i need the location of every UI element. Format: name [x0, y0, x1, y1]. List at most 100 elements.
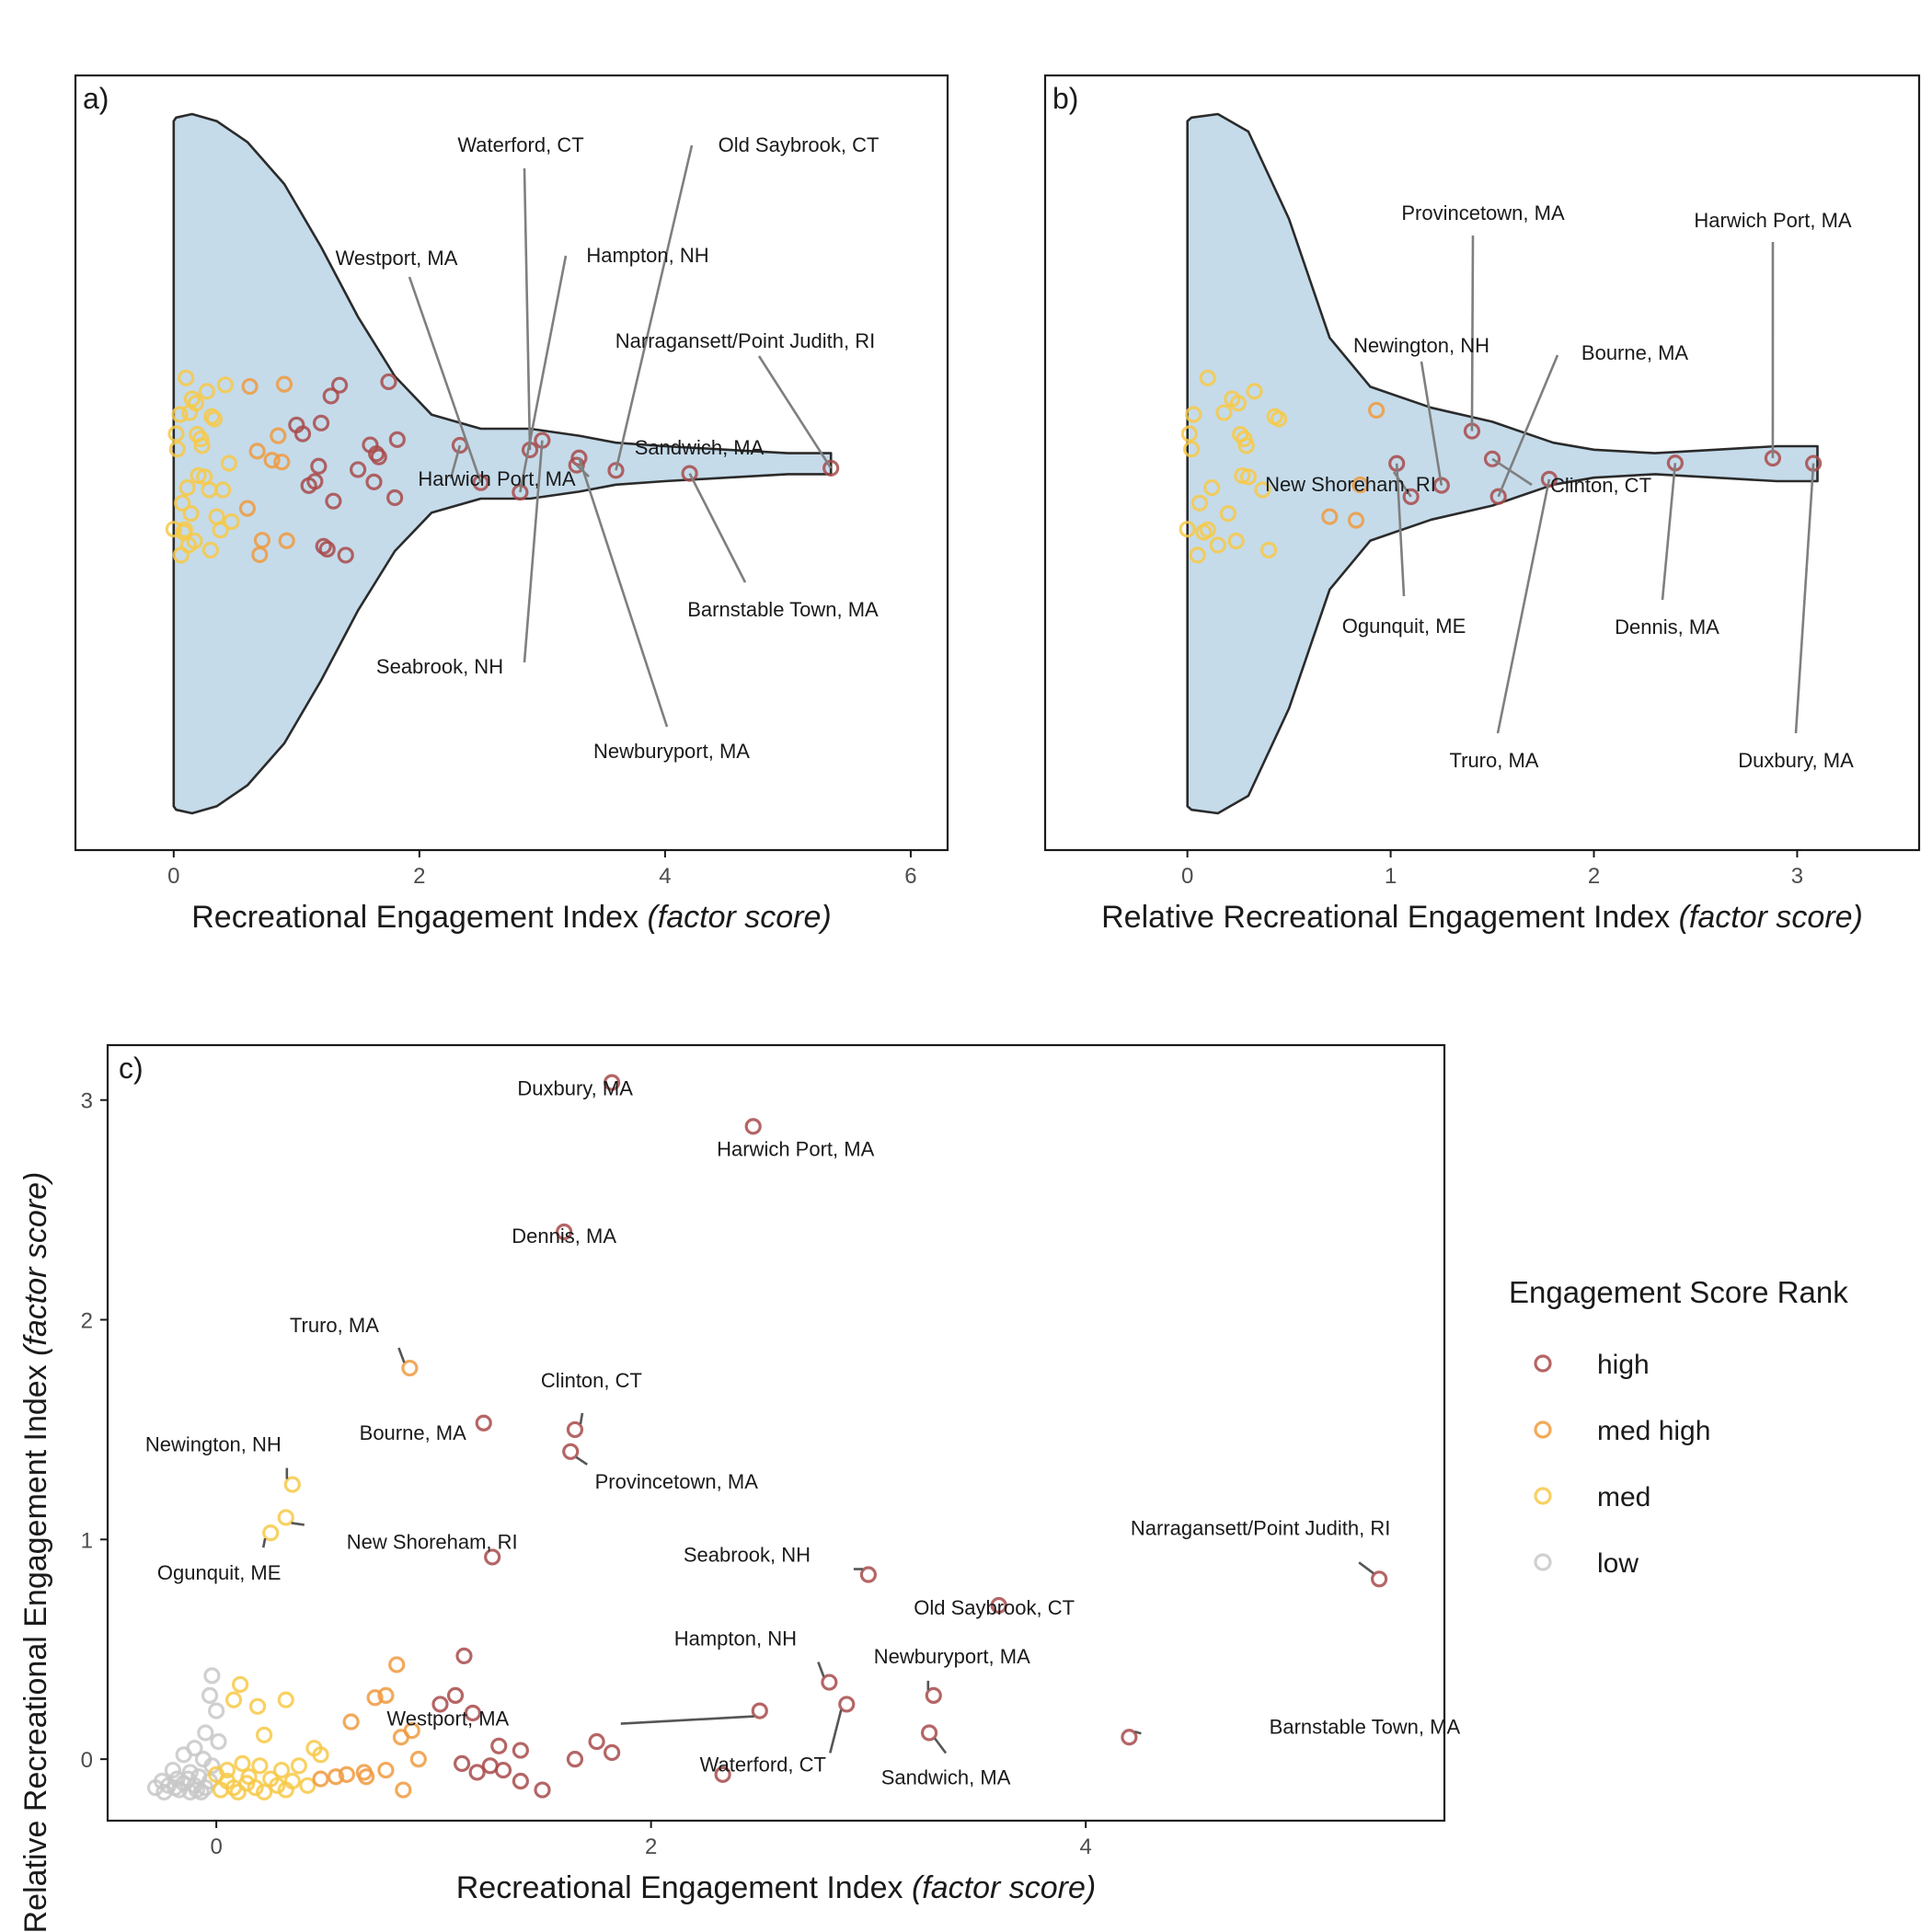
- data-point: [275, 375, 293, 393]
- data-point: [218, 1772, 236, 1790]
- point-label: Newington, NH: [145, 1433, 282, 1456]
- point-label: Ogunquit, ME: [1342, 615, 1466, 638]
- x-axis-title: Recreational Engagement Index (factor sc…: [191, 900, 831, 935]
- label-leader-line: [1470, 235, 1475, 431]
- data-point: [1203, 479, 1221, 497]
- label-leader-line: [615, 144, 694, 471]
- data-point: [208, 1702, 225, 1719]
- label-leader-line: [1794, 463, 1815, 734]
- point-label: Duxbury, MA: [517, 1077, 633, 1100]
- data-point: [566, 1420, 584, 1439]
- data-point: [277, 1509, 294, 1526]
- data-point: [455, 1647, 473, 1664]
- legend: Engagement Score Rank high med high med low: [1509, 1275, 1848, 1579]
- data-point: [388, 431, 406, 448]
- data-point: [821, 1673, 838, 1691]
- data-point: [744, 1118, 762, 1135]
- data-point: [270, 427, 287, 444]
- data-point: [365, 473, 383, 490]
- point-label: Westport, MA: [336, 247, 458, 270]
- point-label: Newburyport, MA: [874, 1645, 1030, 1668]
- data-point: [562, 1443, 580, 1460]
- data-point: [472, 474, 489, 491]
- data-point: [203, 1757, 221, 1775]
- point-label: Truro, MA: [290, 1314, 379, 1337]
- data-point: [256, 1783, 273, 1801]
- data-point: [338, 1765, 355, 1783]
- point-label: Narragansett/Point Judith, RI: [615, 329, 875, 352]
- panel-tag: a): [83, 82, 109, 115]
- data-point: [238, 1775, 256, 1792]
- data-point: [167, 1779, 184, 1797]
- data-point: [188, 1781, 205, 1799]
- point-label: Dennis, MA: [512, 1225, 616, 1248]
- label-leader-line: [1358, 1561, 1374, 1575]
- label-leader-line: [1420, 361, 1443, 486]
- panel-tag: b): [1052, 82, 1078, 115]
- point-label: Westport, MA: [386, 1708, 509, 1731]
- data-point: [1229, 395, 1247, 412]
- data-point: [1246, 383, 1263, 400]
- data-point: [179, 1770, 197, 1788]
- data-point: [248, 1697, 267, 1715]
- data-point: [1215, 404, 1233, 421]
- data-point: [1270, 410, 1288, 428]
- data-point: [186, 532, 203, 550]
- data-point: [262, 1524, 280, 1542]
- data-point: [263, 452, 281, 469]
- label-leader-line: [575, 1455, 588, 1466]
- legend-item-label: med high: [1597, 1416, 1710, 1446]
- point-label: Harwich Port, MA: [418, 467, 575, 490]
- data-point: [192, 430, 210, 448]
- point-label: Clinton, CT: [541, 1369, 642, 1392]
- point-label: Sandwich, MA: [635, 436, 765, 459]
- data-point: [212, 522, 229, 539]
- data-point: [277, 1691, 294, 1708]
- data-point: [165, 521, 182, 538]
- data-point: [920, 1724, 938, 1742]
- data-point: [197, 1779, 214, 1797]
- data-point: [556, 1223, 573, 1241]
- data-point: [392, 1729, 410, 1746]
- data-point: [306, 473, 324, 490]
- data-point: [1402, 488, 1420, 505]
- point-label: Truro, MA: [1450, 749, 1539, 772]
- data-point: [380, 373, 397, 391]
- y-axis-title: Relative Recreational Engagement Index (…: [18, 1172, 53, 1932]
- data-point: [377, 1761, 395, 1779]
- data-point: [494, 1761, 512, 1779]
- data-point: [566, 1751, 584, 1768]
- data-point: [1351, 476, 1369, 494]
- data-point: [751, 1702, 768, 1719]
- data-point: [171, 406, 189, 423]
- point-label: Ogunquit, ME: [157, 1561, 282, 1584]
- data-point: [247, 1779, 264, 1797]
- point-label: Old Saybrook, CT: [914, 1596, 1075, 1619]
- data-point: [210, 1732, 227, 1751]
- data-point: [1540, 470, 1558, 488]
- data-point: [1185, 406, 1202, 423]
- data-point: [220, 454, 238, 472]
- data-point: [1189, 546, 1206, 564]
- x-tick-label: 1: [1385, 864, 1397, 889]
- point-label: Seabrook, NH: [684, 1544, 811, 1567]
- point-label: Newburyport, MA: [593, 740, 750, 763]
- data-point: [251, 1757, 269, 1775]
- label-leader-line: [449, 444, 462, 479]
- data-point: [604, 1743, 621, 1762]
- point-label: Hampton, NH: [586, 244, 708, 267]
- data-point: [325, 492, 342, 510]
- data-point: [310, 457, 328, 475]
- data-point: [234, 1754, 251, 1773]
- data-point: [201, 1686, 219, 1704]
- panel-c: Duxbury, MA Harwich Port, MA Dennis, MA Tru…: [18, 1043, 1460, 1932]
- data-point: [570, 449, 588, 466]
- data-point: [1227, 532, 1245, 550]
- data-point: [431, 1696, 449, 1713]
- label-leader-line: [620, 1715, 754, 1725]
- x-tick-label: 6: [904, 864, 916, 889]
- point-label: Bourne, MA: [1581, 341, 1688, 364]
- legend-key-marker: [1534, 1420, 1552, 1439]
- data-point: [366, 1689, 384, 1707]
